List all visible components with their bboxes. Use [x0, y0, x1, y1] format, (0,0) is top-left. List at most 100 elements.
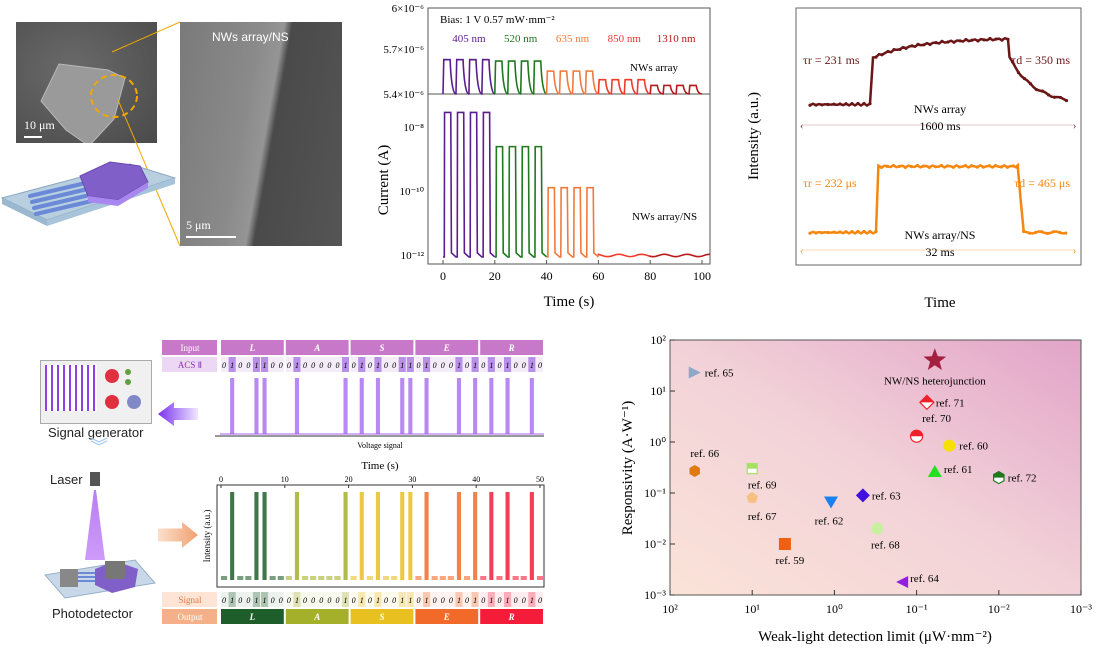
acs-bit: 1 [376, 361, 380, 370]
response-point [880, 53, 884, 57]
top-plot-label: NWs array [630, 62, 678, 74]
ytick-label-4: 10¹ [650, 384, 666, 398]
xtick-label-2: 40 [541, 269, 553, 283]
sem-zoom-label: NWs array/NS [212, 30, 289, 44]
signal-bit-highlight [528, 592, 536, 607]
x-axis-label: Time [924, 295, 955, 311]
acs-bit: 1 [530, 361, 534, 370]
response-point [886, 49, 890, 54]
signal-bit-highlight [228, 592, 236, 607]
acs-bit: 0 [311, 361, 315, 370]
response-point [903, 165, 908, 170]
xtick-label-5: 100 [693, 269, 711, 283]
response-point [820, 231, 824, 235]
input-letter-box-R [480, 340, 543, 355]
signal-bit-highlight [423, 592, 431, 607]
acs-bit-highlight [342, 357, 350, 372]
response-point [904, 46, 908, 50]
signal-bit-highlight [504, 592, 512, 607]
response-point [1016, 71, 1021, 75]
acs-bit: 0 [303, 361, 307, 370]
acs-bit-highlight [487, 357, 495, 372]
point-label: ref. 63 [872, 490, 901, 502]
bottom-series-0 [443, 111, 496, 258]
ytick-top-2: 5.4×10⁻⁶ [383, 89, 424, 101]
intensity-pulse [408, 492, 413, 580]
signal-bit: 0 [352, 596, 356, 605]
acs-bit: 0 [384, 361, 388, 370]
intensity-noise [302, 576, 309, 580]
acs-bit: 1 [425, 361, 429, 370]
signal-bit: 0 [465, 596, 469, 605]
signal-bit: 1 [530, 596, 534, 605]
acs-bits-box-S [350, 357, 414, 372]
series-label-ns: NWs array/NS [905, 228, 976, 242]
acs-label-box [162, 357, 217, 372]
signal-bit: 0 [271, 596, 275, 605]
signal-generator-label: Signal generator [48, 425, 144, 440]
voltage-pulse [456, 378, 461, 434]
acs-bit: 1 [408, 361, 412, 370]
voltage-pulse [375, 378, 380, 434]
response-point [808, 231, 812, 235]
point-label: ref. 71 [936, 397, 965, 409]
intensity-noise [383, 576, 390, 580]
acs-bit: 0 [279, 361, 283, 370]
xtick-label-0: 10² [662, 602, 678, 616]
xtick-label-3: 30 [408, 475, 416, 484]
response-point [1000, 38, 1004, 42]
acs-bit: 1 [400, 361, 404, 370]
response-point [850, 229, 854, 234]
xtick-label-5: 10⁻³ [1070, 602, 1092, 616]
voltage-pulse [529, 378, 534, 434]
response-point [1040, 230, 1044, 234]
response-point [1006, 37, 1010, 41]
input-letter-E: E [443, 343, 450, 353]
response-point [832, 230, 836, 234]
intensity-pulse [343, 492, 348, 580]
point-label: NW/NS heterojunction [884, 375, 986, 387]
acs-label: ACS Ⅱ [178, 360, 202, 370]
acs-bit-highlight [528, 357, 536, 372]
voltage-pulse [262, 378, 267, 434]
response-point [808, 103, 812, 107]
signal-generator-device [40, 360, 152, 424]
response-point [987, 164, 992, 168]
signal-bit: 0 [279, 596, 283, 605]
bottom-series-3 [597, 253, 651, 258]
response-point [879, 165, 884, 170]
scatter-point-ref-72: ref. 72 [993, 470, 1037, 485]
response-point [940, 39, 944, 43]
output-letter-box-S [350, 609, 414, 624]
signal-bit: 0 [449, 596, 453, 605]
acs-bit-highlight [504, 357, 512, 372]
intensity-noise [431, 576, 438, 580]
acs-bit: 0 [246, 361, 250, 370]
scatter-point-ref-64: ref. 64 [896, 573, 939, 588]
input-letter-box-S [350, 340, 414, 355]
signal-bit: 1 [360, 596, 364, 605]
signal-bit: 1 [263, 596, 267, 605]
response-point [957, 165, 962, 169]
acs-bit: 1 [360, 361, 364, 370]
signal-bit: 0 [538, 596, 542, 605]
signal-bit: 0 [433, 596, 437, 605]
intensity-plot-frame [216, 484, 545, 588]
response-point [946, 40, 950, 44]
output-letter-A: A [313, 612, 320, 622]
response-point [910, 44, 914, 48]
intensity-noise [350, 576, 357, 580]
signal-bits-box-R [480, 592, 543, 607]
intensity-noise [237, 576, 244, 580]
signal-bit: 0 [368, 596, 372, 605]
response-point [862, 229, 866, 234]
signal-bit: 1 [506, 596, 510, 605]
laser-label: Laser [50, 472, 83, 487]
signal-bit-highlight [252, 592, 260, 607]
voltage-pulse [505, 378, 510, 434]
response-point [898, 47, 902, 52]
signal-bit: 1 [295, 596, 299, 605]
acs-bit-highlight [293, 357, 301, 372]
xtick-label-3: 60 [592, 269, 604, 283]
span-ns: 32 ms [925, 245, 954, 259]
